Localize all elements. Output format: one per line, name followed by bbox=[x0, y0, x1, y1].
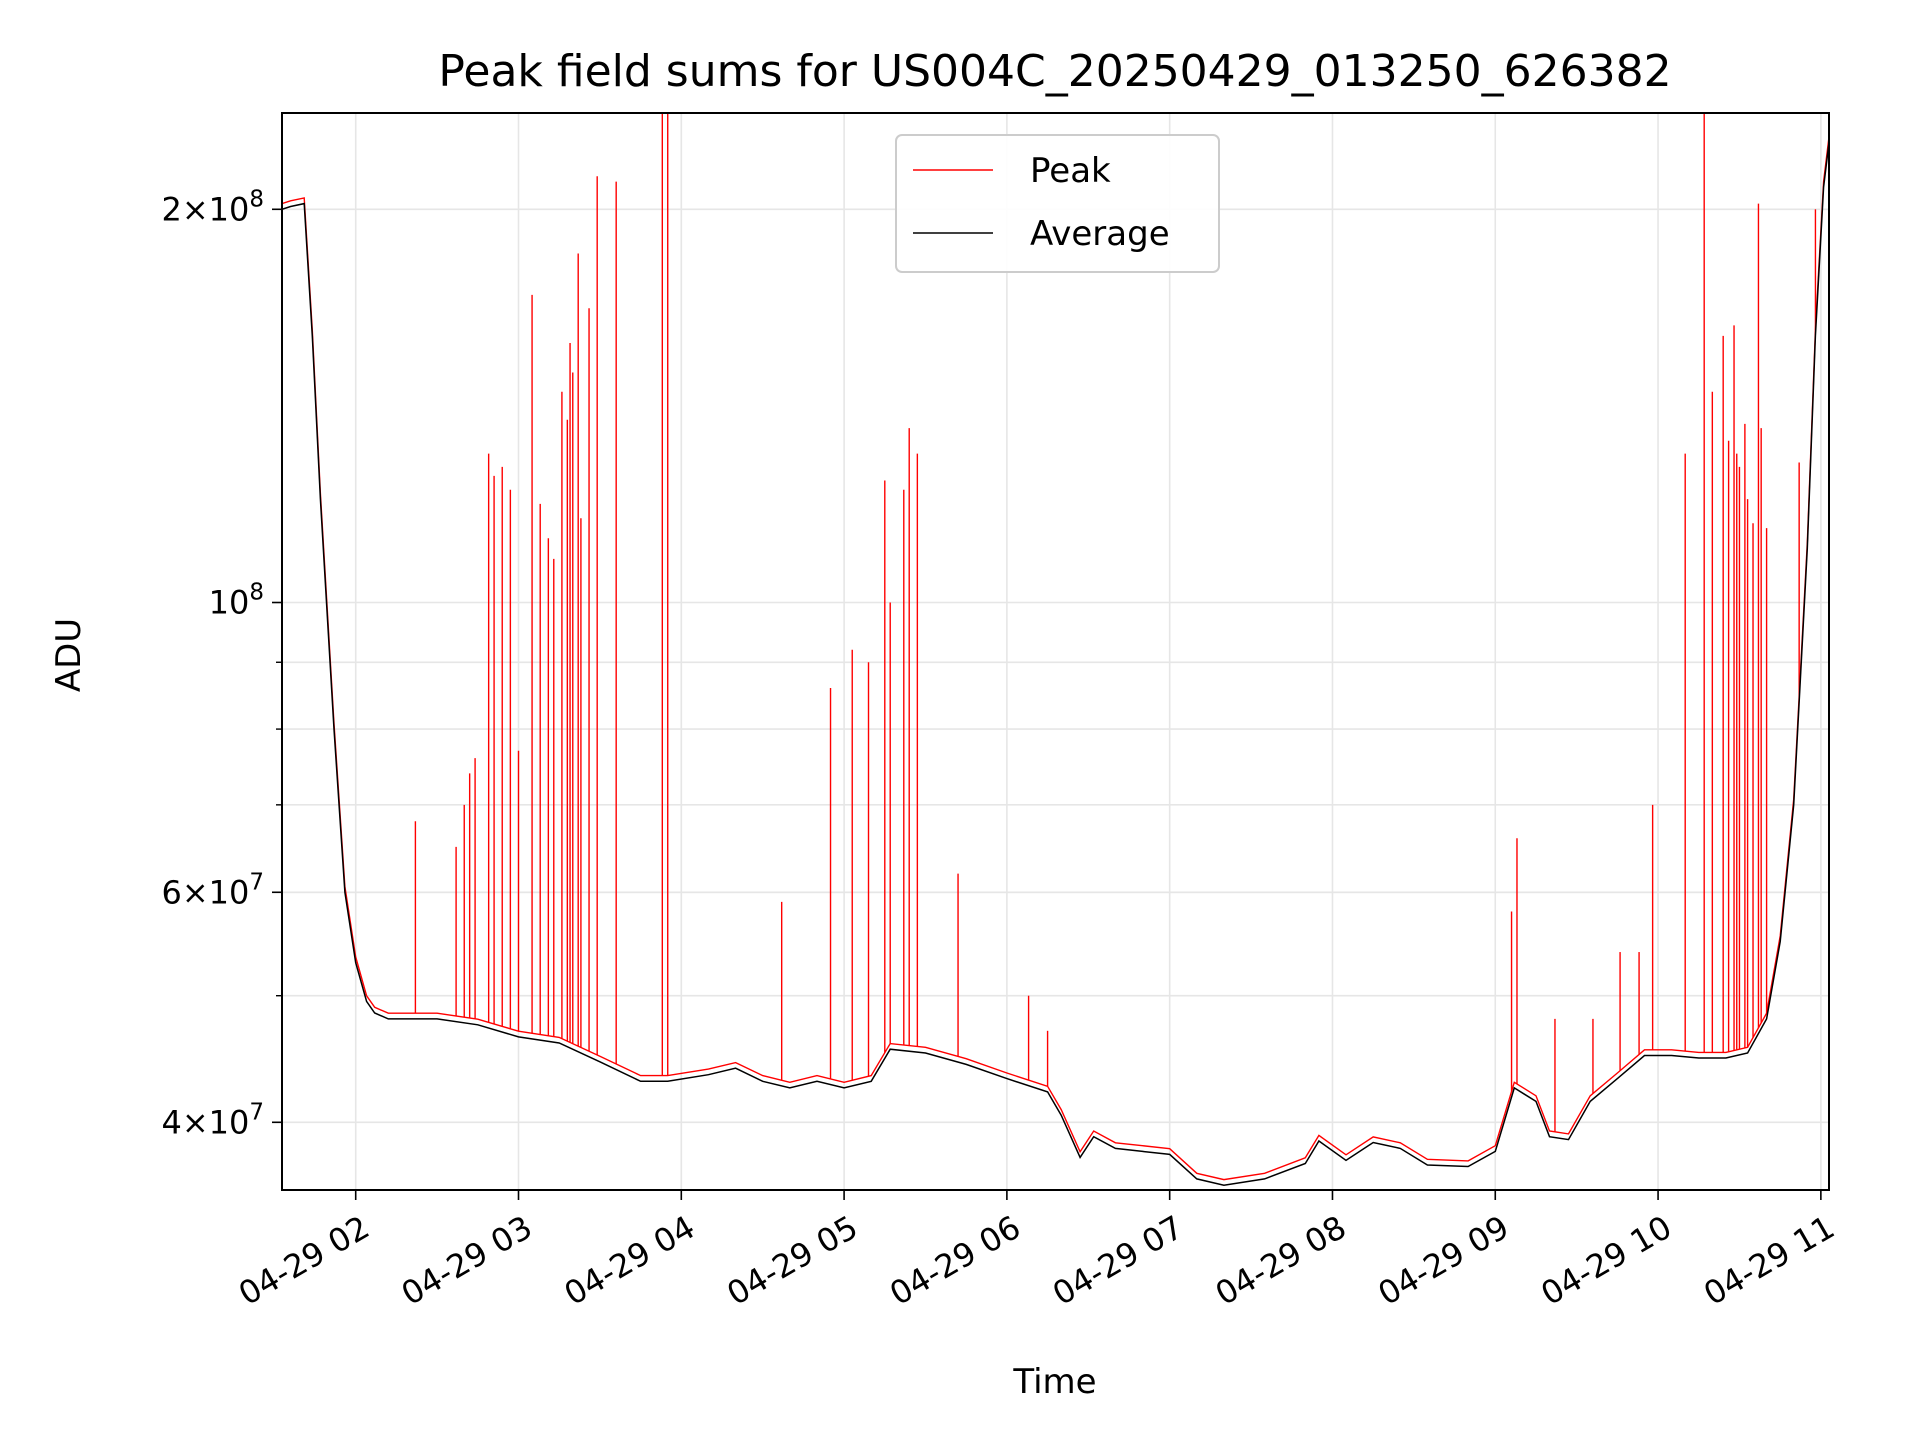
chart-title: Peak field sums for US004C_20250429_0132… bbox=[438, 46, 1671, 97]
plot-area bbox=[282, 113, 1829, 1186]
y-tick-label: 108 bbox=[209, 580, 264, 622]
y-tick-label: 6×107 bbox=[161, 869, 264, 911]
y-tick-label: 2×108 bbox=[161, 186, 264, 228]
legend: Peak Average bbox=[895, 134, 1220, 273]
series-peak-baseline bbox=[282, 136, 1829, 1181]
axes-frame bbox=[281, 112, 1830, 1191]
series-average-line bbox=[282, 142, 1829, 1186]
y-axis-label: ADU bbox=[49, 618, 89, 692]
y-tick-label: 4×107 bbox=[161, 1099, 264, 1141]
legend-label-average: Average bbox=[1030, 214, 1170, 254]
x-axis-label: Time bbox=[1012, 1362, 1096, 1402]
legend-label-peak: Peak bbox=[1030, 151, 1111, 191]
